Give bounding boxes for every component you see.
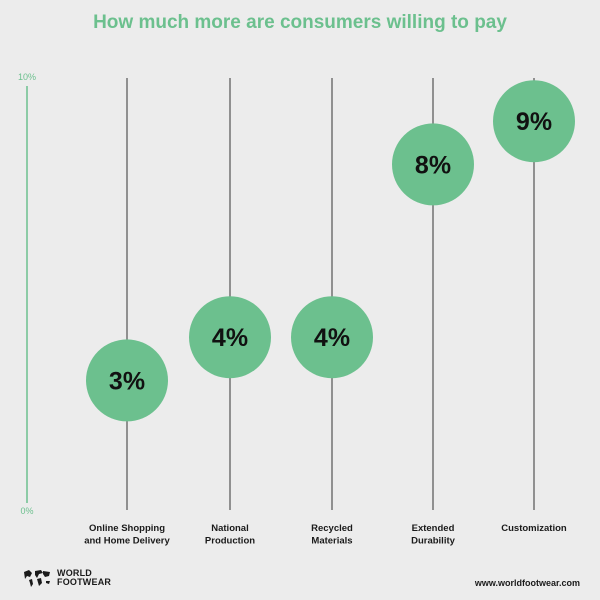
website-url: www.worldfootwear.com	[474, 578, 580, 588]
data-label: 9%	[516, 108, 552, 136]
category-label-line: Customization	[501, 523, 567, 534]
chart-title: How much more are consumers willing to p…	[93, 12, 507, 33]
logo-wordmark: WORLD FOOTWEAR	[57, 569, 111, 587]
world-footwear-logo: WORLD FOOTWEAR	[22, 568, 111, 588]
category-label-line: Online Shopping	[89, 523, 165, 534]
world-map-icon	[24, 570, 50, 587]
data-label: 3%	[109, 367, 145, 395]
data-point	[392, 123, 474, 206]
data-point	[86, 339, 168, 422]
category-label-line: Recycled	[311, 523, 353, 534]
logo-line-1: WORLD	[57, 568, 92, 578]
category-label: National Production	[205, 523, 255, 547]
category-label-line: and Home Delivery	[84, 536, 170, 547]
category-label-line: Materials	[311, 536, 352, 547]
data-label: 8%	[415, 151, 451, 179]
category-label: Recycled Materials	[311, 523, 353, 547]
data-label: 4%	[212, 324, 248, 352]
category-label: Online Shopping and Home Delivery	[84, 523, 170, 547]
data-point	[493, 80, 575, 163]
y-tick-label-min: 0%	[20, 506, 33, 516]
category-label-line: Production	[205, 536, 255, 547]
category-label: Extended Durability	[411, 523, 456, 547]
category-label: Customization	[501, 523, 567, 534]
data-label: 4%	[314, 324, 350, 352]
category-label-line: Extended	[412, 523, 455, 534]
y-tick-label-max: 10%	[18, 72, 36, 82]
logo-line-2: FOOTWEAR	[57, 577, 112, 587]
category-label-line: Durability	[411, 536, 456, 547]
category-label-line: National	[211, 523, 248, 534]
data-point	[189, 296, 271, 379]
data-point	[291, 296, 373, 379]
